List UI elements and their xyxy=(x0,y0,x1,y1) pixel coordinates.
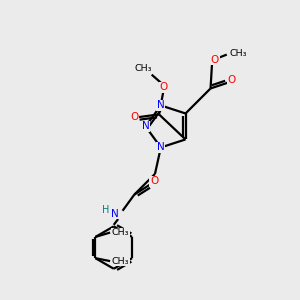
Text: O: O xyxy=(159,82,168,92)
Text: N: N xyxy=(157,100,165,110)
Text: O: O xyxy=(211,55,219,65)
Text: N: N xyxy=(142,122,149,131)
Text: O: O xyxy=(228,75,236,85)
Text: CH₃: CH₃ xyxy=(112,228,129,237)
Text: N: N xyxy=(157,142,165,152)
Text: H: H xyxy=(102,205,110,215)
Text: CH₃: CH₃ xyxy=(134,64,152,73)
Text: O: O xyxy=(130,112,138,122)
Text: O: O xyxy=(150,176,158,186)
Text: N: N xyxy=(111,209,119,219)
Text: CH₃: CH₃ xyxy=(112,256,129,266)
Text: CH₃: CH₃ xyxy=(230,49,247,58)
